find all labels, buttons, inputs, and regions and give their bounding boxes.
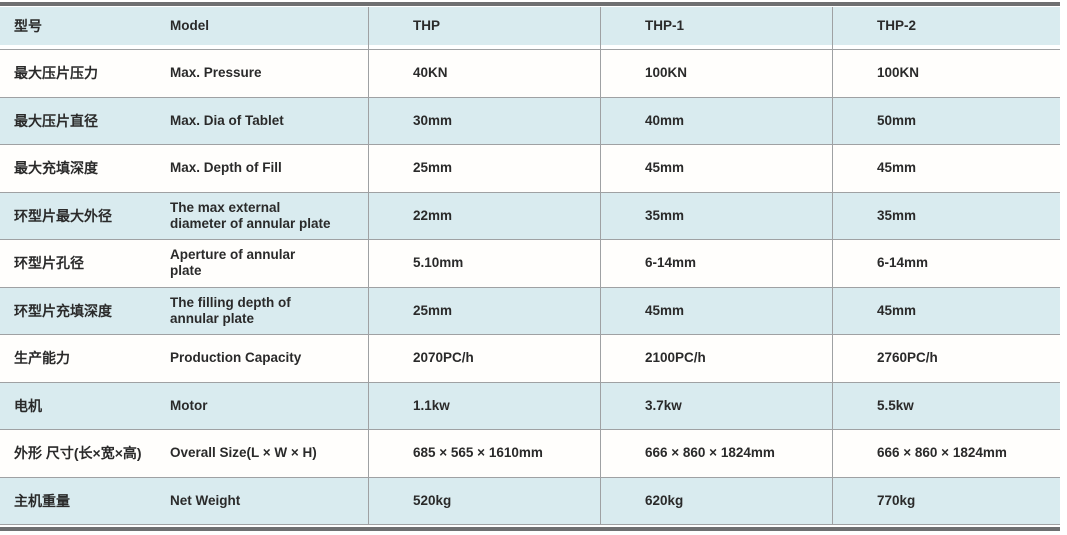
table-row: 环型片孔径 Aperture of annular plate 5.10mm 6-14… bbox=[0, 239, 1060, 287]
cell-thp1: 666 × 860 × 1824mm bbox=[645, 445, 775, 461]
column-divider-thp1 bbox=[600, 7, 601, 524]
cell-thp1: 45mm bbox=[645, 160, 685, 176]
table-row: 主机重量 Net Weight 520kg 620kg 770kg bbox=[0, 476, 1060, 524]
cell-cn: 环型片最大外径 bbox=[14, 207, 112, 224]
spec-table: 型号 Model THP THP-1 THP-2 最大压片压力 Max. Pressure 4… bbox=[0, 7, 1060, 525]
cell-cn: 电机 bbox=[14, 397, 42, 414]
cell-thp1: THP-1 bbox=[645, 18, 685, 33]
top-frame-bar bbox=[0, 2, 1060, 6]
cell-cn: 最大压片压力 bbox=[14, 65, 98, 82]
cell-thp1: 6-14mm bbox=[645, 255, 697, 271]
cell-en: Model bbox=[170, 18, 209, 33]
cell-thp2: THP-2 bbox=[877, 18, 917, 33]
cell-en: Motor bbox=[170, 397, 208, 413]
cell-en: Aperture of annular plate bbox=[170, 247, 296, 279]
cell-cn: 外形 尺寸(长×宽×高) bbox=[14, 445, 142, 462]
table-row: 最大压片压力 Max. Pressure 40KN 100KN 100KN bbox=[0, 49, 1060, 97]
cell-thp1: 620kg bbox=[645, 492, 684, 508]
cell-thp: 5.10mm bbox=[413, 255, 464, 271]
cell-thp: 30mm bbox=[413, 112, 453, 128]
cell-thp2: 100KN bbox=[877, 65, 920, 81]
cell-thp2: 666 × 860 × 1824mm bbox=[877, 445, 1007, 461]
cell-thp1: 2100PC/h bbox=[645, 350, 706, 366]
cell-thp1: 35mm bbox=[645, 207, 685, 223]
table-row: 环型片充填深度 The filling depth of annular plat… bbox=[0, 286, 1060, 334]
cell-thp: 25mm bbox=[413, 160, 453, 176]
table-row: 电机 Motor 1.1kw 3.7kw 5.5kw bbox=[0, 381, 1060, 429]
cell-thp: 25mm bbox=[413, 302, 453, 318]
cell-thp1: 40mm bbox=[645, 112, 685, 128]
cell-thp1: 100KN bbox=[645, 65, 688, 81]
cell-thp: 40KN bbox=[413, 65, 448, 81]
cell-thp: 22mm bbox=[413, 207, 453, 223]
cell-thp: 520kg bbox=[413, 492, 452, 508]
cell-thp2: 2760PC/h bbox=[877, 350, 938, 366]
cell-thp1: 45mm bbox=[645, 302, 685, 318]
cell-thp2: 50mm bbox=[877, 112, 917, 128]
cell-en: Max. Pressure bbox=[170, 65, 262, 81]
cell-thp1: 3.7kw bbox=[645, 397, 682, 413]
cell-thp2: 35mm bbox=[877, 207, 917, 223]
column-divider-thp bbox=[368, 7, 369, 524]
table-header-row: 型号 Model THP THP-1 THP-2 bbox=[0, 7, 1060, 45]
spec-table-rows: 型号 Model THP THP-1 THP-2 最大压片压力 Max. Pressure 4… bbox=[0, 7, 1060, 524]
column-divider-thp2 bbox=[832, 7, 833, 524]
table-row: 最大充填深度 Max. Depth of Fill 25mm 45mm 45mm bbox=[0, 144, 1060, 192]
cell-thp: THP bbox=[413, 18, 440, 33]
cell-en: Max. Depth of Fill bbox=[170, 160, 282, 176]
cell-cn: 型号 bbox=[14, 18, 42, 34]
cell-en: Overall Size(L × W × H) bbox=[170, 445, 317, 461]
cell-en: Net Weight bbox=[170, 492, 241, 508]
cell-cn: 主机重量 bbox=[14, 492, 70, 509]
cell-cn: 最大充填深度 bbox=[14, 160, 98, 177]
cell-thp: 1.1kw bbox=[413, 397, 450, 413]
cell-thp: 685 × 565 × 1610mm bbox=[413, 445, 543, 461]
cell-en: Production Capacity bbox=[170, 350, 302, 366]
cell-thp2: 770kg bbox=[877, 492, 916, 508]
cell-cn: 环型片充填深度 bbox=[14, 302, 112, 319]
cell-thp2: 45mm bbox=[877, 160, 917, 176]
cell-thp2: 45mm bbox=[877, 302, 917, 318]
cell-cn: 生产能力 bbox=[14, 350, 70, 367]
cell-en: The filling depth of annular plate bbox=[170, 294, 291, 326]
cell-en: The max external diameter of annular pla… bbox=[170, 199, 331, 231]
cell-cn: 环型片孔径 bbox=[14, 255, 84, 272]
cell-thp2: 5.5kw bbox=[877, 397, 914, 413]
table-row: 生产能力 Production Capacity 2070PC/h 2100PC/h 2… bbox=[0, 334, 1060, 382]
cell-cn: 最大压片直径 bbox=[14, 112, 98, 129]
table-row: 环型片最大外径 The max external diameter of annu… bbox=[0, 191, 1060, 239]
table-row: 最大压片直径 Max. Dia of Tablet 30mm 40mm 50mm bbox=[0, 96, 1060, 144]
cell-en: Max. Dia of Tablet bbox=[170, 112, 284, 128]
table-row: 外形 尺寸(长×宽×高) Overall Size(L × W × H) 685 ×… bbox=[0, 429, 1060, 477]
bottom-frame-bar bbox=[0, 527, 1060, 531]
cell-thp2: 6-14mm bbox=[877, 255, 929, 271]
cell-thp: 2070PC/h bbox=[413, 350, 474, 366]
